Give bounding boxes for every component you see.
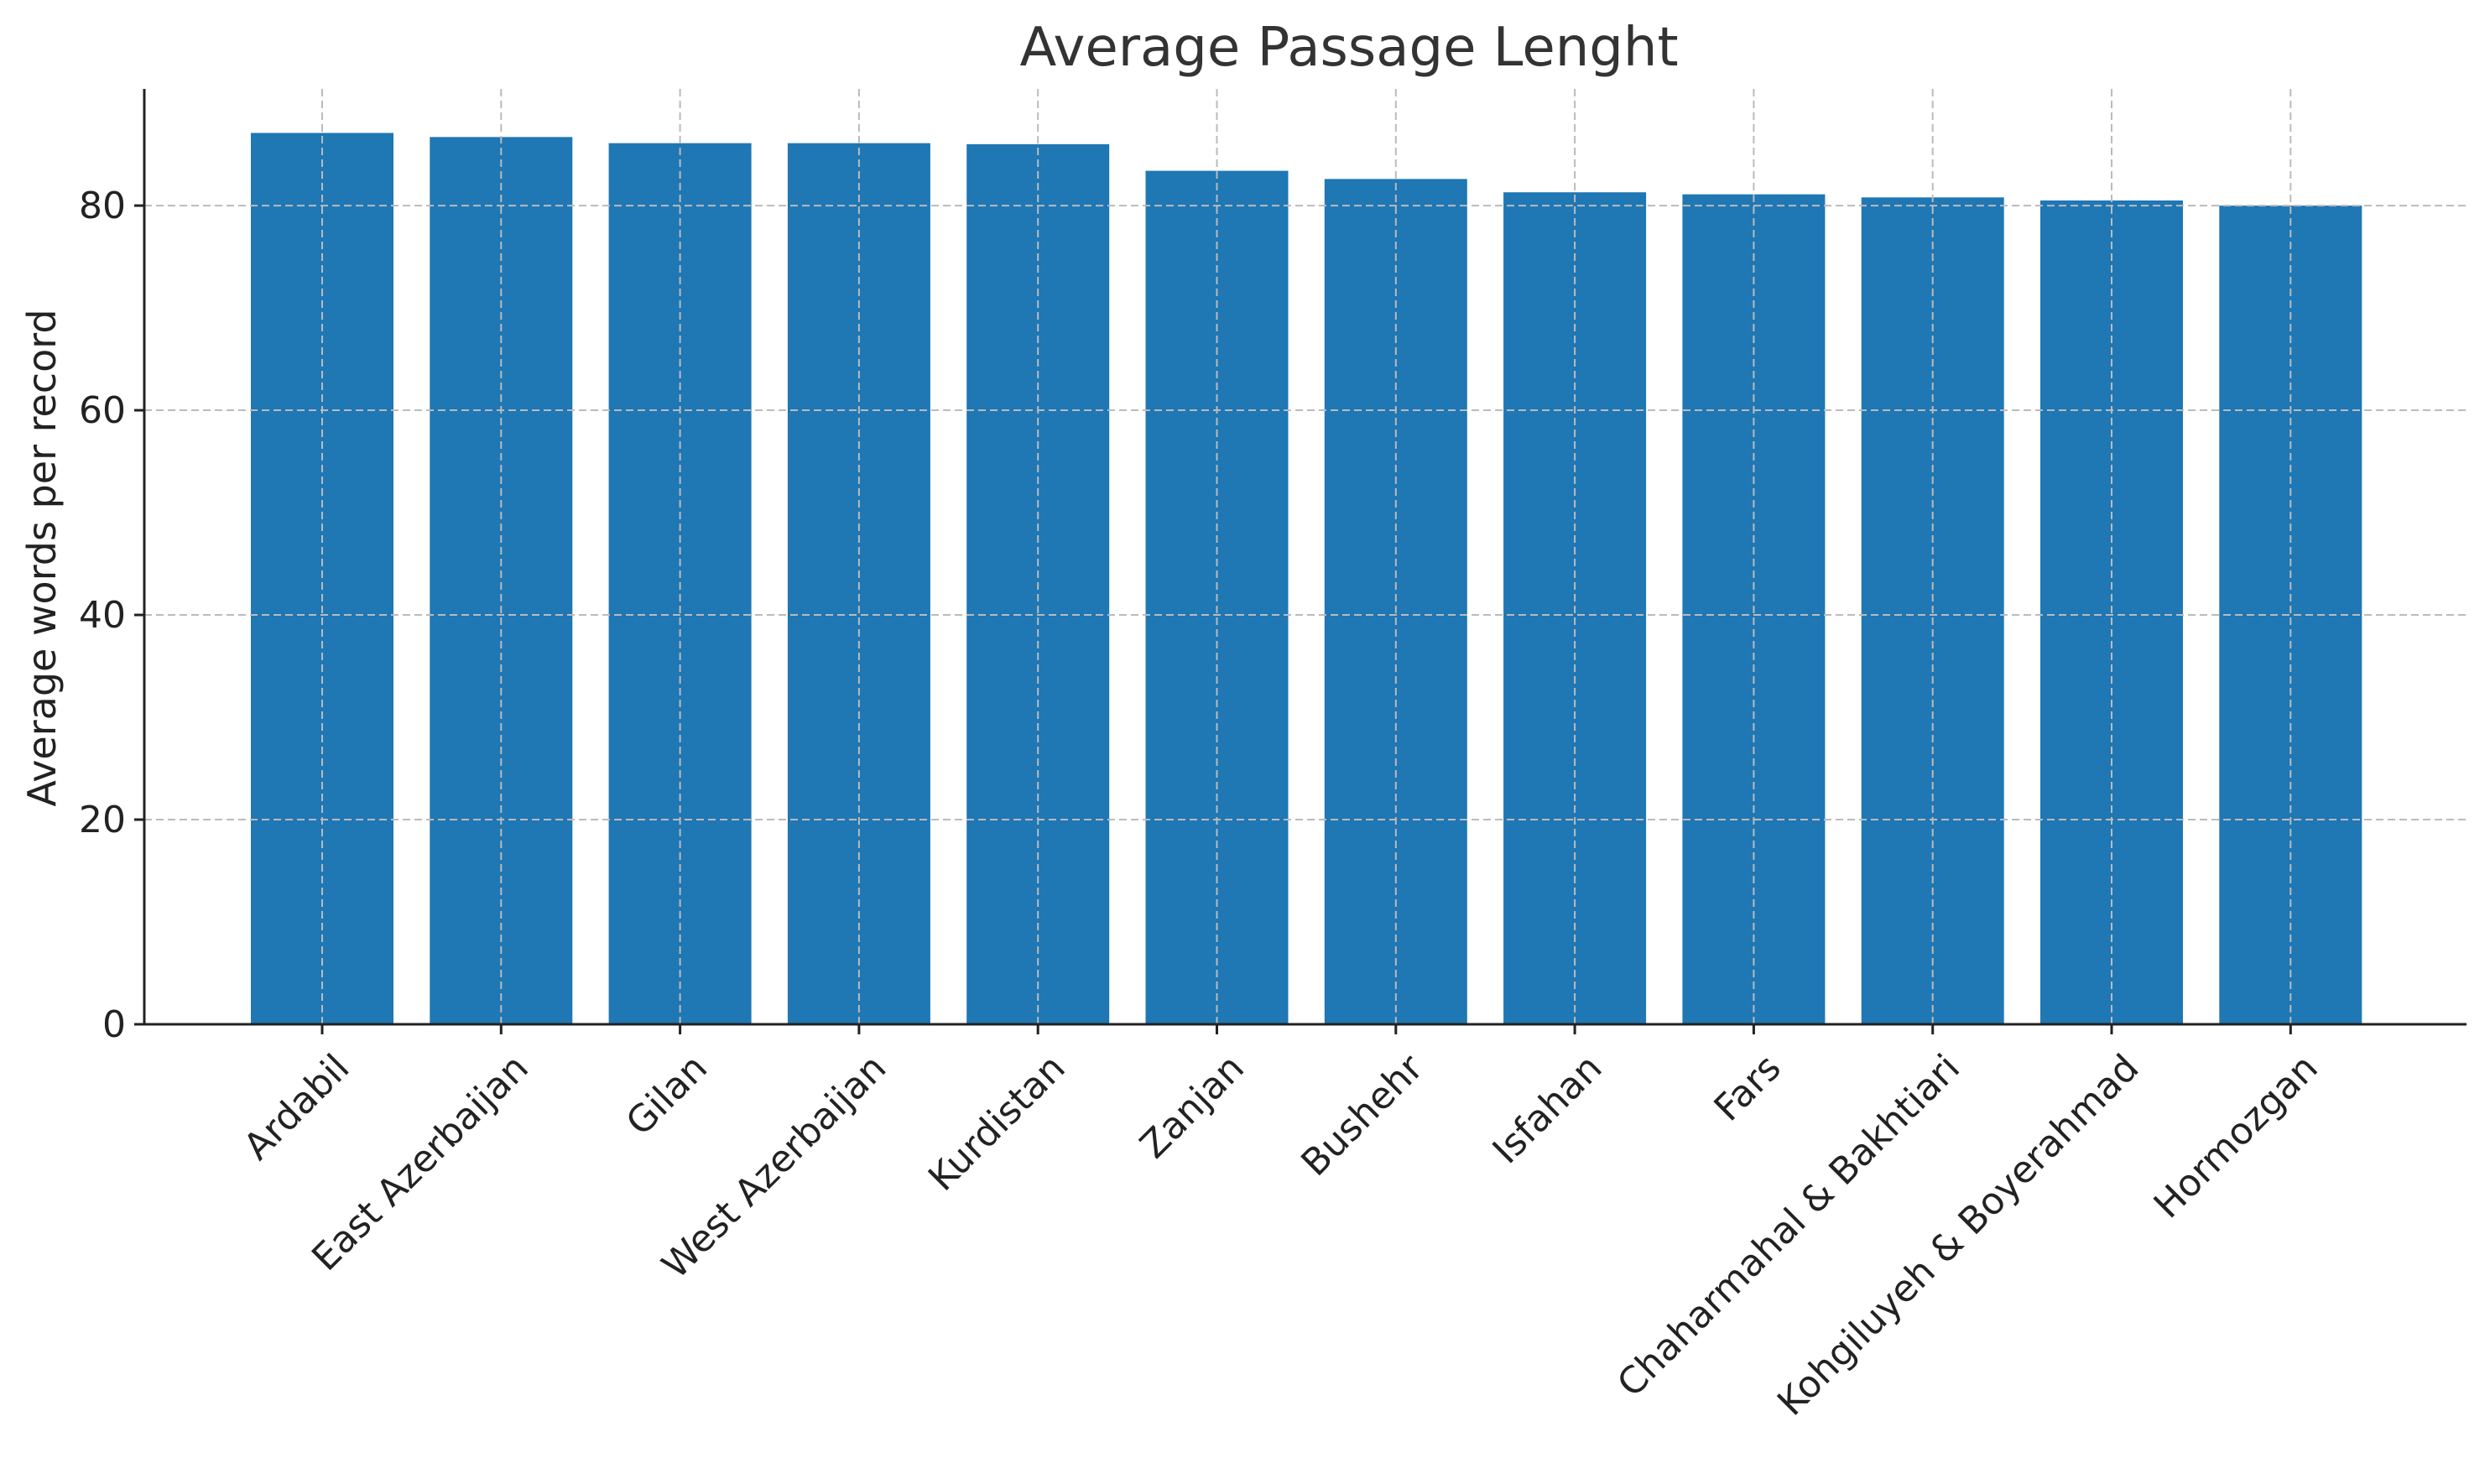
bars [251,133,2362,1025]
x-tick-label: Hormozgan [2146,1046,2326,1226]
x-tick-label: Ardabil [236,1046,357,1168]
y-tick-label: 0 [102,1003,126,1046]
x-tick-label: Fars [1706,1046,1789,1129]
x-tick-label: Isfahan [1485,1046,1611,1172]
x-tick-label: Gilan [618,1046,716,1143]
axes [143,89,2467,1026]
y-tick-label: 40 [79,594,126,637]
grid-lines-overlay [144,89,2467,1024]
bar [1324,179,1467,1024]
y-tick-label: 60 [79,389,126,432]
x-tick-label: Zanjan [1132,1046,1253,1167]
y-axis-ticks: 0 20 40 60 80 [79,185,144,1046]
x-tick-label: Kohgiluyeh & Boyerahmad [1769,1046,2147,1424]
y-axis-label: Average words per record [19,309,65,806]
x-tick-label: Chaharmahal & Bakhtiari [1609,1046,1968,1405]
x-tick-label: Kurdistan [920,1046,1073,1199]
x-tick-label: Bushehr [1293,1046,1431,1185]
y-tick-label: 80 [79,185,126,227]
chart-title: Average Passage Lenght [1019,17,1678,79]
y-tick-label: 20 [79,799,126,841]
